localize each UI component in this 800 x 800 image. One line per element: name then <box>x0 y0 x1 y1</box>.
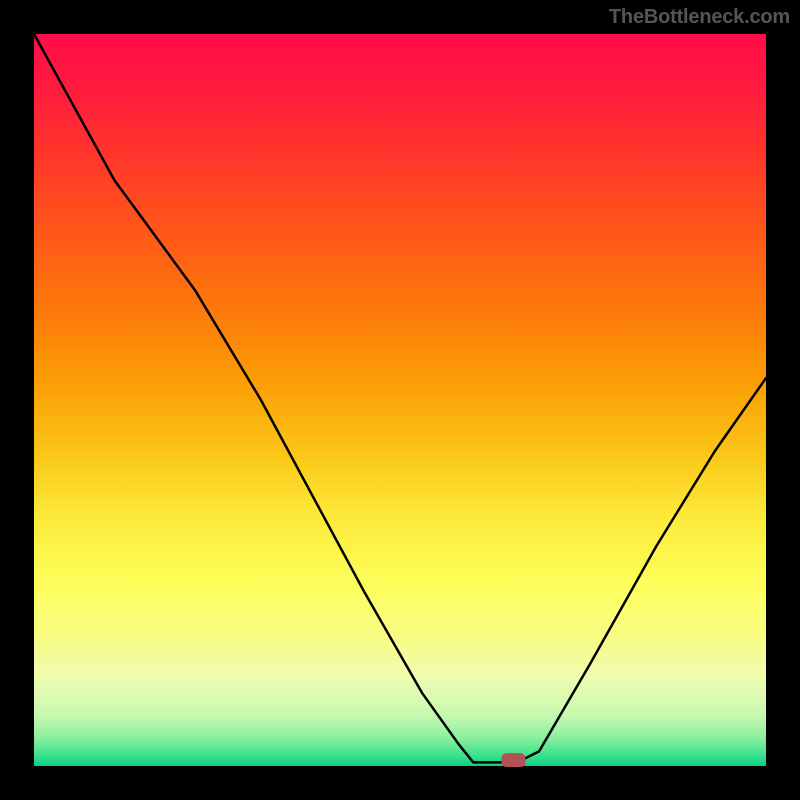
bottleneck-chart <box>0 0 800 800</box>
optimal-marker <box>501 753 525 767</box>
chart-container: TheBottleneck.com <box>0 0 800 800</box>
watermark-text: TheBottleneck.com <box>609 6 790 29</box>
